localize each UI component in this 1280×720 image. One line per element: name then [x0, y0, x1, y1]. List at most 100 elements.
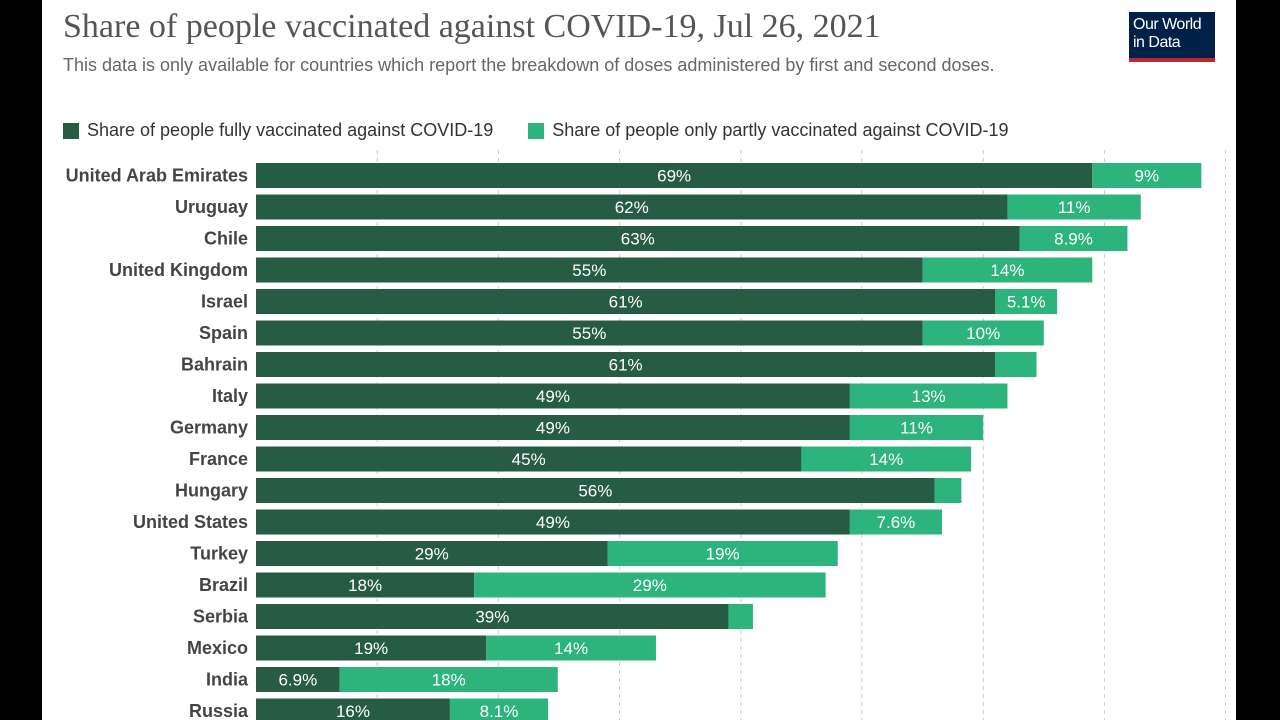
category-label: United States — [133, 512, 248, 532]
category-label: Hungary — [175, 481, 248, 501]
category-label: France — [189, 449, 248, 469]
category-label: Russia — [189, 701, 249, 720]
bar-full[interactable] — [256, 667, 340, 692]
legend-swatch-partial — [528, 122, 545, 139]
bar-partial[interactable] — [849, 415, 984, 440]
data-label-full: 39% — [475, 608, 509, 627]
bar-partial[interactable] — [486, 635, 656, 661]
bar-partial[interactable] — [922, 257, 1093, 283]
legend-swatch-full — [63, 122, 79, 139]
data-label-partial: 14% — [554, 639, 588, 658]
category-label: Serbia — [193, 607, 249, 627]
logo-line-1: Our World — [1133, 16, 1202, 33]
data-label-full: 49% — [536, 387, 570, 406]
bar-partial[interactable] — [607, 541, 838, 566]
bar-chart: United Arab Emirates 69% 9% Uruguay 62% 11% Ch… — [66, 150, 1227, 720]
data-label-full: 16% — [336, 702, 370, 720]
data-label-full: 49% — [536, 513, 570, 532]
bar-partial[interactable] — [849, 383, 1008, 409]
data-label-partial: 10% — [966, 324, 1000, 343]
bar-full[interactable] — [256, 604, 729, 629]
chart-subtitle: This data is only available for countrie… — [63, 55, 995, 75]
data-label-full: 62% — [615, 198, 649, 217]
bar-partial[interactable] — [1007, 194, 1141, 220]
data-label-partial: 8.1% — [480, 702, 519, 720]
data-label-full: 61% — [609, 356, 643, 375]
category-label: Chile — [204, 229, 248, 249]
category-label: United Arab Emirates — [66, 166, 248, 186]
category-label: United Kingdom — [109, 260, 248, 280]
data-label-full: 55% — [572, 324, 606, 343]
bar-full[interactable] — [256, 352, 996, 377]
bar-full[interactable] — [256, 257, 923, 283]
bar-partial[interactable] — [339, 667, 558, 692]
bar-partial[interactable] — [474, 572, 826, 598]
bar-full[interactable] — [256, 446, 802, 472]
bar-full[interactable] — [256, 320, 923, 346]
data-label-full: 49% — [536, 419, 570, 438]
category-label: India — [206, 670, 249, 690]
category-label: Spain — [199, 323, 248, 343]
data-label-full: 6.9% — [278, 671, 317, 690]
data-label-full: 55% — [572, 261, 606, 280]
data-label-partial: 14% — [869, 450, 903, 469]
category-label: Bahrain — [181, 355, 248, 375]
bar-full[interactable] — [256, 635, 487, 661]
data-label-full: 29% — [415, 545, 449, 564]
legend-item-full[interactable]: Share of people fully vaccinated against… — [63, 120, 493, 141]
bar-partial[interactable] — [922, 320, 1044, 346]
bar-full[interactable] — [256, 163, 1093, 188]
bar-full[interactable] — [256, 226, 1020, 251]
data-label-full: 69% — [657, 167, 691, 186]
chart-card: Share of people vaccinated against COVID… — [42, 0, 1236, 720]
bar-full[interactable] — [256, 698, 450, 720]
category-label: Italy — [212, 386, 248, 406]
data-label-partial: 5.1% — [1007, 293, 1046, 312]
data-label-partial: 9% — [1135, 167, 1160, 186]
category-label: Mexico — [187, 638, 248, 658]
bar-partial[interactable] — [1092, 163, 1202, 188]
chart-title: Share of people vaccinated against COVID… — [63, 8, 881, 45]
bar-full[interactable] — [256, 478, 935, 503]
data-label-full: 18% — [348, 576, 382, 595]
bar-full[interactable] — [256, 509, 850, 535]
bar-full[interactable] — [256, 415, 850, 440]
data-label-partial: 11% — [1058, 198, 1091, 217]
owid-logo[interactable]: Our World in Data — [1129, 12, 1215, 62]
bar-partial[interactable] — [995, 289, 1058, 314]
bar-partial[interactable] — [934, 478, 962, 503]
bar-partial[interactable] — [449, 698, 549, 720]
data-label-full: 45% — [512, 450, 546, 469]
legend-item-partial[interactable]: Share of people only partly vaccinated a… — [528, 120, 1009, 141]
data-label-partial: 29% — [633, 576, 667, 595]
data-label-partial: 7.6% — [877, 513, 916, 532]
chart-legend: Share of people fully vaccinated against… — [63, 120, 1039, 142]
data-label-partial: 8.9% — [1054, 230, 1093, 249]
bar-full[interactable] — [256, 289, 996, 314]
data-label-full: 56% — [578, 482, 612, 501]
data-label-partial: 13% — [912, 387, 946, 406]
bar-full[interactable] — [256, 541, 608, 566]
category-label: Germany — [170, 418, 248, 438]
data-label-full: 61% — [609, 293, 643, 312]
legend-label-full: Share of people fully vaccinated against… — [87, 120, 494, 140]
bar-full[interactable] — [256, 383, 850, 409]
bar-full[interactable] — [256, 572, 475, 598]
logo-line-2: in Data — [1133, 34, 1181, 51]
data-label-full: 63% — [621, 230, 655, 249]
bar-partial[interactable] — [728, 604, 753, 629]
bar-partial[interactable] — [801, 446, 972, 472]
bar-partial[interactable] — [995, 352, 1037, 377]
category-label: Turkey — [190, 544, 248, 564]
category-label: Brazil — [199, 575, 248, 595]
data-label-full: 19% — [354, 639, 388, 658]
bar-full[interactable] — [256, 194, 1008, 220]
legend-label-partial: Share of people only partly vaccinated a… — [552, 120, 1009, 140]
bar-partial[interactable] — [1019, 226, 1128, 251]
category-label: Uruguay — [175, 197, 248, 217]
data-label-partial: 14% — [990, 261, 1024, 280]
data-label-partial: 18% — [432, 671, 466, 690]
data-label-partial: 19% — [706, 545, 740, 564]
data-label-partial: 11% — [900, 419, 933, 438]
bar-partial[interactable] — [849, 509, 942, 535]
